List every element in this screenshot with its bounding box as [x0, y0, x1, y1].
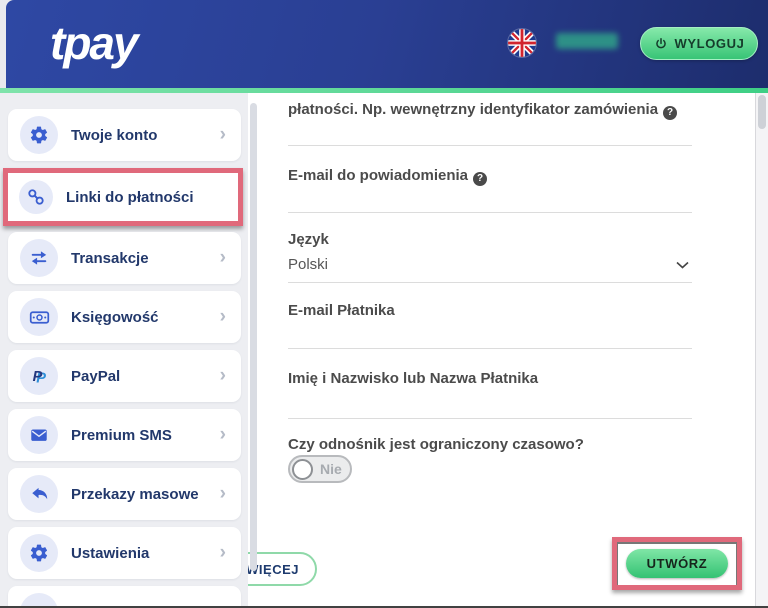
time-limit-toggle[interactable]: Nie: [288, 455, 352, 483]
chevron-right-icon: ›: [219, 306, 226, 327]
notify-email-label: E-mail do powiadomienia?: [288, 167, 488, 186]
more-button[interactable]: WIĘCEJ: [213, 552, 317, 586]
tpay-logo: tpay: [50, 17, 139, 69]
banknote-icon: [20, 298, 58, 336]
time-limit-label: Czy odnośnik jest ograniczony czasowo?: [288, 436, 584, 453]
envelope-icon: [20, 416, 58, 454]
chevron-right-icon: ›: [219, 124, 226, 145]
sidebar-item-label: Przekazy masowe: [71, 485, 199, 503]
uk-flag-icon[interactable]: [508, 29, 536, 57]
sidebar-item-paypal[interactable]: P P PayPal ›: [8, 350, 241, 402]
annotation-box-utworz: UTWÓRZ: [612, 537, 742, 590]
toggle-knob: [292, 458, 313, 480]
payer-name-input[interactable]: [288, 418, 692, 419]
gear-icon: [20, 534, 58, 572]
main-scrollbar-thumb[interactable]: [758, 95, 766, 129]
sidebar-item-przekazy-masowe[interactable]: Przekazy masowe ›: [8, 468, 241, 520]
logout-button[interactable]: WYLOGUJ: [640, 27, 758, 60]
sidebar-item-twoje-konto[interactable]: Twoje konto ›: [8, 109, 241, 161]
notify-email-input[interactable]: [288, 212, 692, 213]
power-icon: [654, 37, 668, 51]
chevron-down-icon[interactable]: [676, 261, 689, 269]
question-icon[interactable]: ?: [663, 106, 678, 120]
payment-link-form: płatności. Np. wewnętrzny identyfikator …: [213, 93, 768, 608]
field-description-wrapped: płatności. Np. wewnętrzny identyfikator …: [288, 101, 678, 120]
reply-arrow-icon: [20, 475, 58, 513]
svg-text:P: P: [33, 369, 43, 385]
logout-label: WYLOGUJ: [674, 36, 745, 51]
sidebar-item-label: Premium SMS: [71, 426, 172, 444]
sidebar-item-partial[interactable]: [8, 586, 241, 608]
question-icon[interactable]: ?: [473, 172, 488, 186]
language-select-underline[interactable]: [288, 282, 692, 283]
input-underline[interactable]: [288, 145, 692, 146]
chevron-right-icon: ›: [219, 247, 226, 268]
sidebar-item-label: Księgowość: [71, 308, 159, 326]
sidebar-item-transakcje[interactable]: Transakcje ›: [8, 232, 241, 284]
chevron-right-icon: ›: [219, 424, 226, 445]
svg-text:P: P: [36, 370, 46, 386]
payer-email-input[interactable]: [288, 348, 692, 349]
transfer-arrows-icon: [20, 239, 58, 277]
language-label: Język: [288, 231, 329, 248]
sidebar-item-label: Transakcje: [71, 249, 149, 267]
sidebar-item-linki-do-platnosci[interactable]: Linki do płatności: [8, 173, 238, 221]
language-select-value[interactable]: Polski: [288, 256, 329, 273]
sidebar-item-label: Ustawienia: [71, 544, 150, 562]
chevron-right-icon: ›: [219, 365, 226, 386]
chevron-right-icon: ›: [219, 542, 226, 563]
app-header: tpay WYLOGUJ: [0, 0, 768, 88]
sidebar-scrollbar[interactable]: [250, 103, 257, 571]
gear-icon: [20, 116, 58, 154]
payer-name-label: Imię i Nazwisko lub Nazwa Płatnika: [288, 370, 539, 387]
sidebar-item-ksiegowosc[interactable]: Księgowość ›: [8, 291, 241, 343]
chevron-right-icon: ›: [219, 483, 226, 504]
create-button[interactable]: UTWÓRZ: [626, 549, 728, 578]
main-scrollbar-track[interactable]: [755, 93, 768, 608]
sidebar-item-label: PayPal: [71, 367, 121, 385]
horizontal-scrollbar[interactable]: [0, 606, 768, 608]
link-icon: [19, 180, 53, 214]
sidebar-item-label: Linki do płatności: [66, 188, 194, 206]
paypal-icon: P P: [20, 357, 58, 395]
toggle-value: Nie: [320, 461, 342, 477]
sidebar: Twoje konto › Linki do płatności Transak…: [0, 93, 248, 608]
user-id-badge-blurred: [556, 33, 618, 49]
header-accent-bar: [0, 88, 768, 93]
sidebar-item-premium-sms[interactable]: Premium SMS ›: [8, 409, 241, 461]
sidebar-item-label: Twoje konto: [71, 126, 158, 144]
payer-email-label: E-mail Płatnika: [288, 302, 395, 319]
sidebar-item-ustawienia[interactable]: Ustawienia ›: [8, 527, 241, 579]
annotation-box-linki: Linki do płatności: [3, 168, 243, 226]
